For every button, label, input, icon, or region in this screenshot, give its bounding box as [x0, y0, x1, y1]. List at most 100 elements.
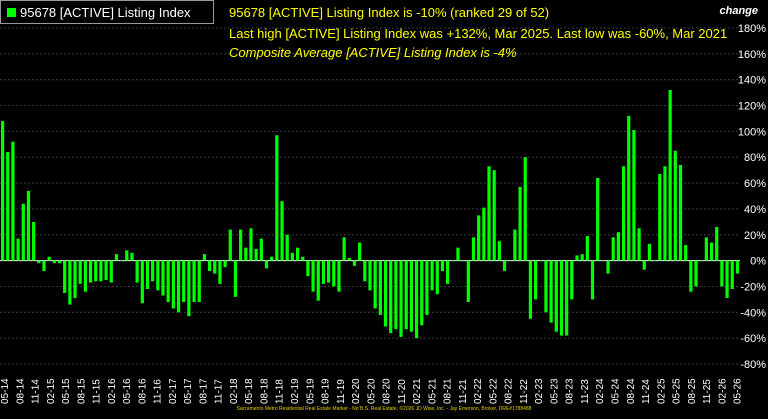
y-tick-label: 120%: [738, 101, 766, 113]
bar: [11, 141, 15, 261]
y-tick-label: 140%: [738, 75, 766, 87]
bar: [213, 260, 217, 274]
bar: [295, 247, 300, 261]
bar: [306, 260, 310, 277]
x-tick-label: 02-15: [46, 378, 57, 404]
x-tick-label: 02-23: [534, 378, 545, 404]
bar: [316, 260, 320, 301]
bar: [223, 260, 227, 268]
bar: [689, 260, 693, 292]
x-tick-label: 08-19: [321, 378, 332, 404]
bar: [140, 260, 144, 304]
bar: [254, 248, 258, 261]
x-tick-label: 08-24: [626, 378, 637, 404]
gridlines: [0, 27, 740, 365]
bar: [616, 232, 620, 261]
footer-credit: Sacramento Metro Residential Real Estate…: [236, 406, 532, 412]
x-tick-label: 11-18: [275, 379, 286, 404]
bar: [715, 227, 719, 261]
bar: [575, 255, 579, 261]
bar: [228, 229, 232, 261]
bar: [440, 260, 445, 271]
x-tick-label: 11-15: [92, 379, 103, 404]
bar: [368, 260, 372, 291]
bar: [125, 250, 129, 261]
bar: [508, 260, 512, 262]
x-tick-label: 11-14: [31, 379, 42, 404]
bar: [16, 238, 20, 261]
x-tick-label: 02-17: [168, 378, 179, 404]
bar: [461, 260, 465, 262]
x-tick-label: 08-15: [76, 378, 87, 404]
bar: [197, 260, 201, 302]
y-tick-label: 60%: [744, 178, 766, 190]
bar: [182, 260, 186, 302]
bar: [94, 260, 98, 282]
x-tick-label: 02-26: [717, 378, 728, 404]
bar: [565, 260, 569, 336]
x-tick-label: 11-16: [153, 379, 164, 404]
bar: [0, 121, 5, 261]
bar: [601, 260, 605, 262]
bar: [156, 260, 160, 291]
bar: [151, 260, 155, 282]
bar: [559, 260, 564, 336]
x-tick-label: 08-17: [198, 378, 209, 404]
x-tick-label: 05-25: [672, 378, 683, 404]
bar: [554, 260, 558, 332]
y-tick-label: 100%: [738, 126, 766, 138]
bar: [399, 260, 403, 337]
x-tick-label: 02-18: [229, 378, 240, 404]
x-tick-label: 05-17: [183, 378, 194, 404]
bar: [570, 260, 574, 300]
x-tick-label: 08-14: [15, 378, 26, 404]
x-tick-label: 05-21: [427, 378, 438, 404]
legend-swatch: [7, 8, 16, 17]
bar: [663, 166, 667, 261]
bar: [130, 252, 134, 261]
bar: [192, 260, 196, 302]
bar: [673, 150, 677, 261]
legend: 95678 [ACTIVE] Listing Index: [0, 0, 214, 24]
bar: [21, 203, 25, 261]
bar: [549, 260, 553, 323]
x-tick-label: 08-22: [504, 378, 515, 404]
bar: [52, 260, 56, 264]
bar: [642, 260, 646, 270]
bar: [264, 260, 269, 269]
bar: [332, 260, 336, 287]
bar: [280, 201, 284, 261]
bar: [259, 238, 263, 261]
bar: [83, 260, 87, 292]
x-tick-label: 11-25: [702, 379, 713, 404]
bar: [653, 260, 657, 262]
bar: [218, 260, 222, 284]
bar-series: [0, 90, 740, 339]
bar: [363, 260, 367, 282]
x-tick-label: 08-16: [137, 378, 148, 404]
bar: [471, 237, 476, 261]
bar: [233, 260, 238, 297]
bar: [249, 228, 253, 261]
y-tick-label: 40%: [744, 204, 766, 216]
bar: [120, 260, 124, 262]
bar: [73, 260, 77, 299]
x-tick-label: 08-20: [382, 378, 393, 404]
bar: [456, 247, 460, 261]
x-tick-label: 02-19: [290, 378, 301, 404]
bar: [311, 260, 315, 292]
bar: [166, 260, 170, 302]
bar: [590, 260, 595, 300]
bar: [135, 260, 139, 283]
x-tick-label: 05-26: [733, 378, 744, 404]
composite-average-text: Composite Average [ACTIVE] Listing Index…: [229, 45, 517, 60]
bar: [207, 260, 212, 271]
current-value-text: 95678 [ACTIVE] Listing Index is -10% (ra…: [229, 5, 550, 20]
y-tick-label: 80%: [744, 152, 766, 164]
y-tick-label: 180%: [738, 23, 766, 35]
y-axis-title: change: [719, 5, 758, 17]
bar: [161, 260, 165, 296]
bar: [425, 260, 429, 315]
x-tick-label: 05-15: [61, 378, 72, 404]
bar: [342, 237, 346, 261]
